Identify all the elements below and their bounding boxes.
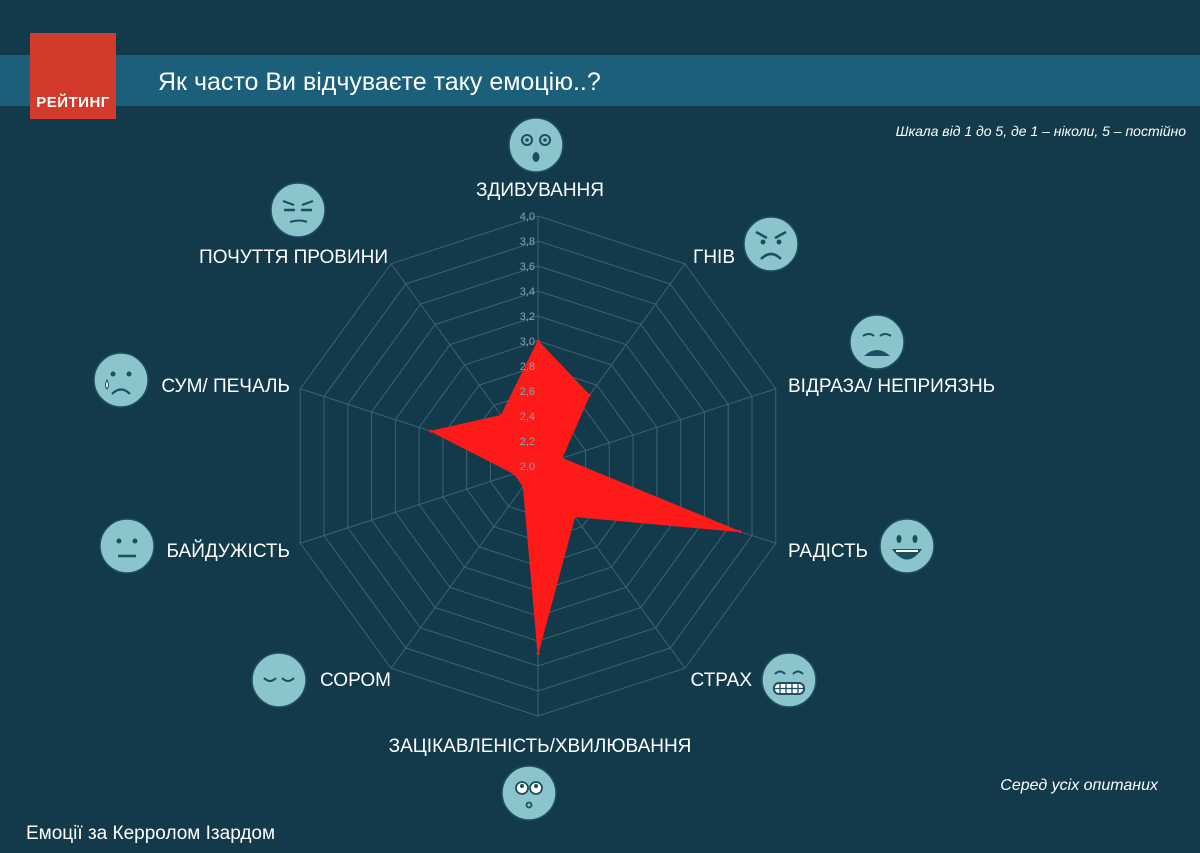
tick-label: 2,6	[520, 386, 535, 398]
tick-label: 3,2	[520, 311, 535, 323]
category-label: ПОЧУТТЯ ПРОВИНИ	[199, 247, 388, 268]
category-label: БАЙДУЖІСТЬ	[166, 540, 290, 562]
tick-label: 2,8	[520, 361, 535, 373]
category-label: СОРОМ	[320, 670, 391, 691]
grinning-face-icon	[879, 518, 935, 574]
footer-source: Емоції за Керролом Ізардом	[26, 823, 276, 844]
tick-label: 3,6	[520, 261, 535, 273]
category-label: ГНІВ	[693, 247, 735, 268]
rating-logo: РЕЙТИНГ	[30, 33, 116, 119]
logo-text: РЕЙТИНГ	[36, 94, 110, 111]
tick-label: 2,4	[520, 411, 535, 423]
tick-label: 2,2	[520, 436, 535, 448]
grid-spoke	[300, 465, 539, 544]
data-point	[587, 393, 591, 397]
ashamed-face-icon	[251, 652, 307, 708]
tick-label: 2,0	[520, 461, 535, 473]
disgusted-face-icon	[849, 314, 905, 370]
footer-sample-note: Серед усіх опитаних	[1000, 777, 1158, 794]
data-point	[512, 472, 516, 476]
data-point	[429, 429, 433, 433]
grid-spoke	[537, 388, 776, 467]
page-title: Як часто Ви відчуваєте таку емоцію..?	[158, 68, 601, 96]
data-point	[499, 413, 503, 417]
tick-label: 4,0	[520, 211, 535, 223]
data-point	[521, 484, 525, 488]
surprised-face-icon	[508, 117, 564, 173]
tick-label: 3,8	[520, 236, 535, 248]
title-band	[0, 55, 1200, 106]
category-label: ВІДРАЗА/ НЕПРИЯЗНЬ	[788, 376, 995, 397]
crying-face-icon	[93, 352, 149, 408]
category-label: ЗДИВУВАННЯ	[476, 180, 604, 201]
tick-label: 3,0	[520, 336, 535, 348]
scale-note: Шкала від 1 до 5, де 1 – ніколи, 5 – пос…	[895, 123, 1186, 139]
data-point	[536, 652, 540, 655]
category-label: ЗАЦІКАВЛЕНІСТЬ/ХВИЛЮВАННЯ	[389, 736, 692, 757]
category-label: СТРАХ	[691, 670, 753, 691]
guilty-face-icon	[270, 182, 326, 238]
curious-face-icon	[501, 765, 557, 821]
category-label: СУМ/ ПЕЧАЛЬ	[161, 376, 290, 397]
data-point	[573, 515, 577, 519]
angry-face-icon	[743, 216, 799, 272]
data-point	[536, 339, 540, 343]
grimacing-face-icon	[761, 652, 817, 708]
grid-spoke	[390, 465, 539, 669]
data-point	[738, 530, 742, 534]
tick-label: 3,4	[520, 286, 535, 298]
neutral-face-icon	[99, 518, 155, 574]
data-point	[560, 456, 564, 460]
category-label: РАДІСТЬ	[788, 541, 868, 562]
